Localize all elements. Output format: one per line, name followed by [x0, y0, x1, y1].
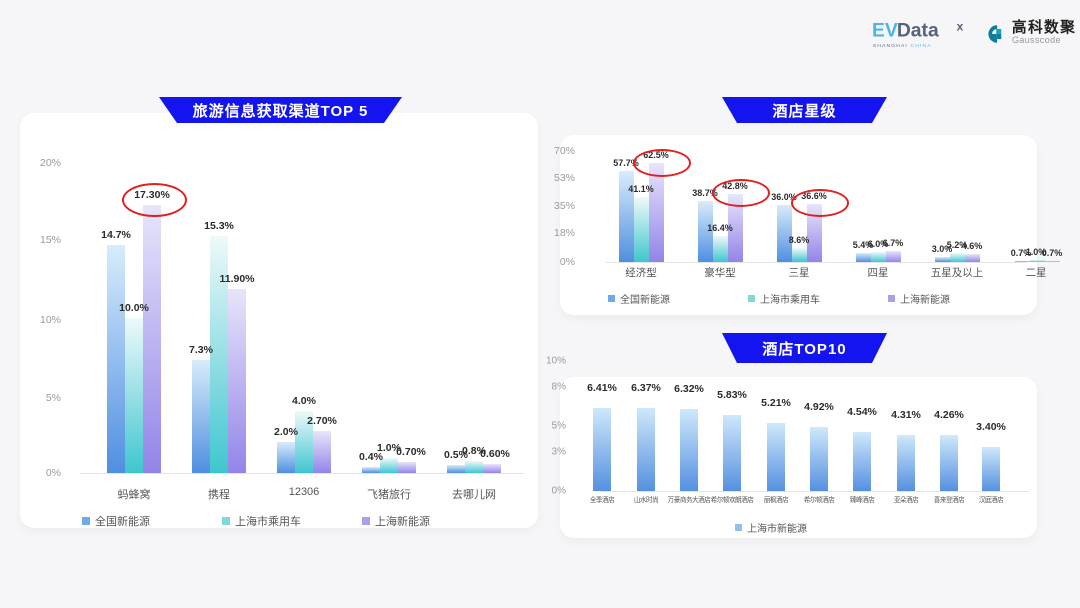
svg-text:旅游信息获取渠道TOP 5: 旅游信息获取渠道TOP 5 [193, 102, 369, 120]
svg-text:Data: Data [897, 20, 939, 41]
svg-text:酒店TOP10: 酒店TOP10 [762, 340, 846, 358]
svg-text:EV: EV [872, 20, 898, 41]
svg-text:酒店星级: 酒店星级 [772, 102, 836, 120]
svg-text:x: x [957, 20, 964, 33]
